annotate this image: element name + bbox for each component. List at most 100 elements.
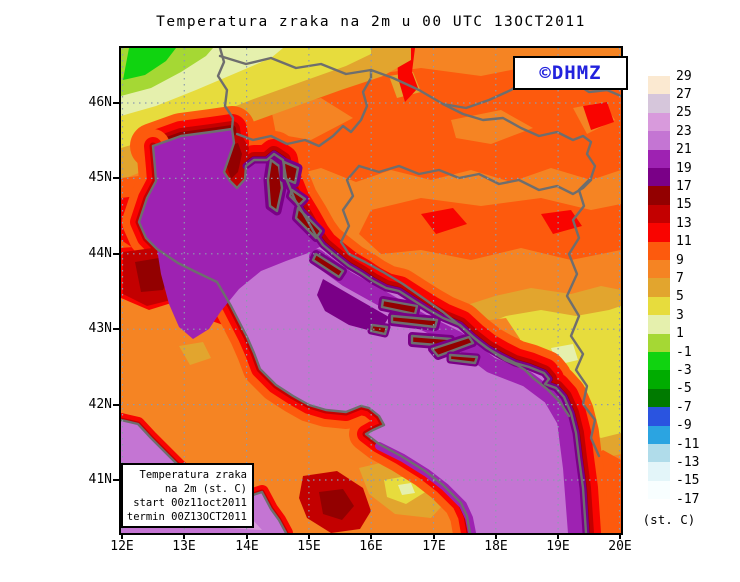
legend-value-label: 11	[676, 234, 692, 250]
legend-color-cell	[648, 296, 670, 316]
legend-color-cell	[648, 260, 670, 279]
legend-value-label: 17	[676, 178, 692, 194]
axis-tick	[113, 328, 120, 330]
croatian-coastline	[151, 127, 588, 533]
legend-color-cell	[648, 112, 670, 132]
axis-tick	[246, 533, 248, 539]
legend-value-label: 23	[676, 123, 692, 139]
x-axis-label: 20E	[608, 539, 632, 554]
x-axis-label: 18E	[484, 539, 508, 554]
legend-value-label: 27	[676, 86, 692, 102]
legend-value-label: 3	[676, 307, 684, 323]
legend-color-cell	[648, 241, 670, 260]
legend-color-cell	[648, 278, 670, 297]
legend-color-cell	[648, 223, 670, 242]
legend-color-cell	[648, 480, 670, 500]
axis-tick	[619, 533, 621, 539]
x-axis-label: 14E	[235, 539, 259, 554]
legend-color-cell	[648, 204, 670, 224]
legend-value-label: -11	[676, 436, 700, 452]
axis-tick	[183, 533, 185, 539]
border-croatia-hungary-serbia	[441, 102, 601, 458]
info-line: Temperatura zraka	[139, 469, 247, 481]
copyright-watermark: ©DHMZ	[513, 56, 628, 90]
legend-value-label: 29	[676, 68, 692, 84]
info-line: na 2m (st. C)	[164, 483, 247, 495]
y-axis-label: 41N	[88, 472, 112, 487]
run-info-box: Temperatura zraka na 2m (st. C) start 00…	[121, 463, 254, 528]
border-croatia-bosnia-south	[339, 164, 571, 418]
axis-tick	[113, 177, 120, 179]
legend-value-label: -3	[676, 362, 692, 378]
legend-value-label: 15	[676, 197, 692, 213]
axis-tick	[121, 533, 123, 539]
x-axis-label: 17E	[422, 539, 446, 554]
peljesac-peninsula	[430, 335, 475, 358]
legend-color-cell	[648, 76, 670, 95]
island-brac	[380, 298, 419, 316]
map-frame	[119, 46, 623, 535]
legend-unit-label: (st. C)	[642, 512, 696, 527]
axis-tick	[113, 404, 120, 406]
y-axis-label: 42N	[88, 397, 112, 412]
map-canvas	[121, 48, 621, 533]
legend-value-label: -13	[676, 454, 700, 470]
legend-color-cell	[648, 333, 670, 352]
legend-color-cell	[648, 370, 670, 389]
y-axis-label: 43N	[88, 321, 112, 336]
border-croatia-bosnia-north	[357, 164, 593, 196]
legend-value-label: 5	[676, 289, 684, 305]
axis-tick	[433, 533, 435, 539]
y-axis-label: 45N	[88, 170, 112, 185]
axis-tick	[113, 253, 120, 255]
info-line: start 00z11oct2011	[133, 497, 247, 509]
legend-value-label: 1	[676, 326, 684, 342]
legend-color-cell	[648, 315, 670, 334]
legend-value-label: -7	[676, 399, 692, 415]
legend-value-label: -17	[676, 491, 700, 507]
island-mljet	[448, 353, 479, 365]
axis-tick	[370, 533, 372, 539]
watermark-text: ©DHMZ	[539, 62, 602, 84]
x-axis-label: 15E	[297, 539, 321, 554]
legend-color-cell	[648, 425, 670, 444]
x-axis-label: 16E	[359, 539, 383, 554]
legend-color-cell	[648, 168, 670, 187]
y-axis-label: 44N	[88, 246, 112, 261]
legend-value-label: -5	[676, 381, 692, 397]
y-axis-label: 46N	[88, 95, 112, 110]
island-cres	[266, 158, 284, 213]
page-title: Temperatura zraka na 2m u 00 UTC 13OCT20…	[156, 14, 586, 30]
legend-value-label: 25	[676, 105, 692, 121]
legend-value-label: -15	[676, 473, 700, 489]
legend-color-cell	[648, 388, 670, 408]
legend-color-cell	[648, 149, 670, 168]
x-axis-label: 13E	[172, 539, 196, 554]
legend-color-cell	[648, 407, 670, 426]
legend-value-label: -1	[676, 344, 692, 360]
axis-tick	[113, 479, 120, 481]
border-slovenia-croatia	[235, 68, 373, 148]
legend-color-cell	[648, 352, 670, 371]
legend-color-cell	[648, 444, 670, 463]
legend-value-label: -9	[676, 418, 692, 434]
island-dugi-otok	[311, 252, 345, 279]
legend-color-cell	[648, 186, 670, 205]
island-hvar	[390, 314, 439, 329]
x-axis-label: 12E	[110, 539, 134, 554]
axis-tick	[113, 102, 120, 104]
axis-tick	[308, 533, 310, 539]
italy-coastline	[137, 144, 472, 533]
legend-value-label: 19	[676, 160, 692, 176]
legend-color-cell	[648, 94, 670, 113]
axis-tick	[495, 533, 497, 539]
legend-color-cell	[648, 131, 670, 150]
legend-value-label: 21	[676, 142, 692, 158]
border-italy-slovenia	[216, 48, 235, 131]
x-axis-label: 19E	[546, 539, 570, 554]
legend-value-label: 9	[676, 252, 684, 268]
legend-color-cell	[648, 462, 670, 481]
legend-value-label: 13	[676, 215, 692, 231]
legend-value-label: 7	[676, 270, 684, 286]
